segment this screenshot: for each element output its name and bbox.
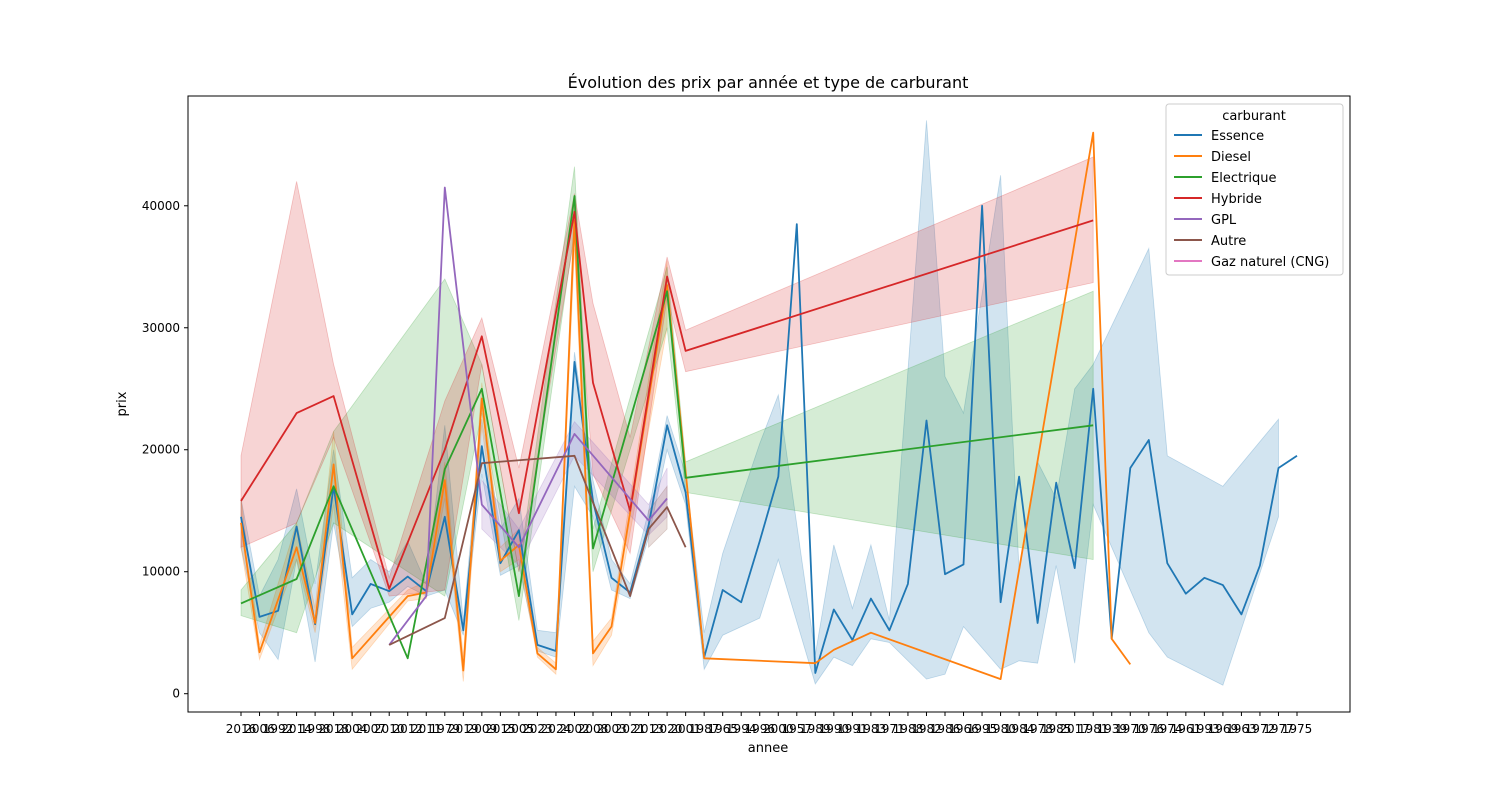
x-tick-label: 1996 [744,722,775,736]
x-tick-label: 1957 [782,722,813,736]
x-tick-label: 1994 [726,722,757,736]
x-tick-label: 2006 [244,722,275,736]
x-tick-label: 1976 [1134,722,1165,736]
x-tick-label: 2018 [318,722,349,736]
x-axis: 2016200619922014199820182004200720102012… [226,712,1313,736]
x-tick-label: 1995 [967,722,998,736]
x-tick-label: 1978 [1022,722,1053,736]
y-axis: 0 10000 20000 30000 40000 [142,199,188,701]
x-tick-label: 1975 [1282,722,1313,736]
x-tick-label: 1966 [948,722,979,736]
legend-item-label: GPL [1211,213,1237,228]
band-hybride [240,156,1094,597]
x-tick-label: 1989 [800,722,831,736]
x-tick-label: 1971 [874,722,905,736]
y-tick-label: 0 [172,687,180,701]
x-tick-label: 2003 [596,722,627,736]
series-line-electrique [240,195,1094,660]
x-tick-label: 1977 [1263,722,1294,736]
legend-item-label: Autre [1211,234,1246,249]
x-tick-label: 2015 [485,722,516,736]
x-tick-label: 1987 [689,722,720,736]
legend-item-label: Electrique [1211,171,1277,186]
y-tick-label: 40000 [142,199,180,213]
x-tick-label: 2004 [337,722,368,736]
x-tick-label: 1939 [1096,722,1127,736]
x-tick-label: 2017 [1059,722,1090,736]
x-tick-label: 2016 [226,722,257,736]
x-tick-label: 1990 [819,722,850,736]
y-tick-label: 30000 [142,321,180,335]
x-tick-label: 1986 [930,722,961,736]
x-tick-label: 1969 [1208,722,1239,736]
y-axis-label: prix [115,391,130,416]
legend-item-label: Essence [1211,129,1264,144]
x-tick-label: 2012 [392,722,423,736]
chart-title: Évolution des prix par année et type de … [568,73,969,92]
legend-box [1165,103,1344,276]
x-tick-label: 1992 [263,722,294,736]
legend-item-label: Diesel [1211,150,1251,165]
x-tick-label: 1993 [1189,722,1220,736]
x-tick-label: 1988 [893,722,924,736]
x-tick-label: 2008 [578,722,609,736]
x-tick-label: 1970 [1115,722,1146,736]
x-tick-label: 2001 [670,722,701,736]
x-tick-label: 2019 [448,722,479,736]
x-tick-label: 2011 [411,722,442,736]
x-tick-label: 1974 [1152,722,1183,736]
x-tick-label: 1961 [1171,722,1202,736]
x-tick-label: 2007 [355,722,386,736]
legend: carburant Essence Diesel Electrique Hybride… [1165,103,1344,276]
x-tick-label: 1963 [1226,722,1257,736]
x-tick-label: 1972 [1245,722,1276,736]
plot-frame [187,95,1351,713]
x-tick-label: 1998 [300,722,331,736]
x-tick-label: 2020 [652,722,683,736]
x-tick-label: 2000 [763,722,794,736]
series-line-autre [388,454,687,646]
band-essence [240,120,1279,686]
x-tick-label: 1985 [1041,722,1072,736]
band-electrique [240,166,1094,634]
x-tick-label: 1965 [707,722,738,736]
x-tick-label: 2024 [541,722,572,736]
x-tick-label: 2013 [633,722,664,736]
confidence-bands [240,120,1279,686]
x-tick-label: 2010 [374,722,405,736]
series-line-gpl [388,186,668,646]
x-tick-label: 1982 [911,722,942,736]
x-tick-label: 1984 [1004,722,1035,736]
y-tick-label: 20000 [142,443,180,457]
x-tick-label: 2002 [559,722,590,736]
series-line-diesel [240,131,1132,680]
series-lines [240,131,1298,680]
legend-title: carburant [1222,109,1286,124]
legend-item-label: Gaz naturel (CNG) [1211,255,1329,270]
x-tick-label: 2014 [281,722,312,736]
series-line-essence [240,204,1298,674]
legend-item-label: Hybride [1211,192,1262,207]
x-tick-label: 2021 [615,722,646,736]
x-tick-label: 1991 [837,722,868,736]
x-tick-label: 2005 [504,722,535,736]
x-tick-label: 1981 [1078,722,1109,736]
x-tick-label: 2023 [522,722,553,736]
x-axis-label: annee [748,741,788,756]
x-tick-label: 1983 [856,722,887,736]
y-tick-label: 10000 [142,565,180,579]
x-tick-label: 2009 [467,722,498,736]
x-tick-label: 1980 [985,722,1016,736]
series-line-hybride [240,210,1094,590]
x-tick-label: 1979 [430,722,461,736]
